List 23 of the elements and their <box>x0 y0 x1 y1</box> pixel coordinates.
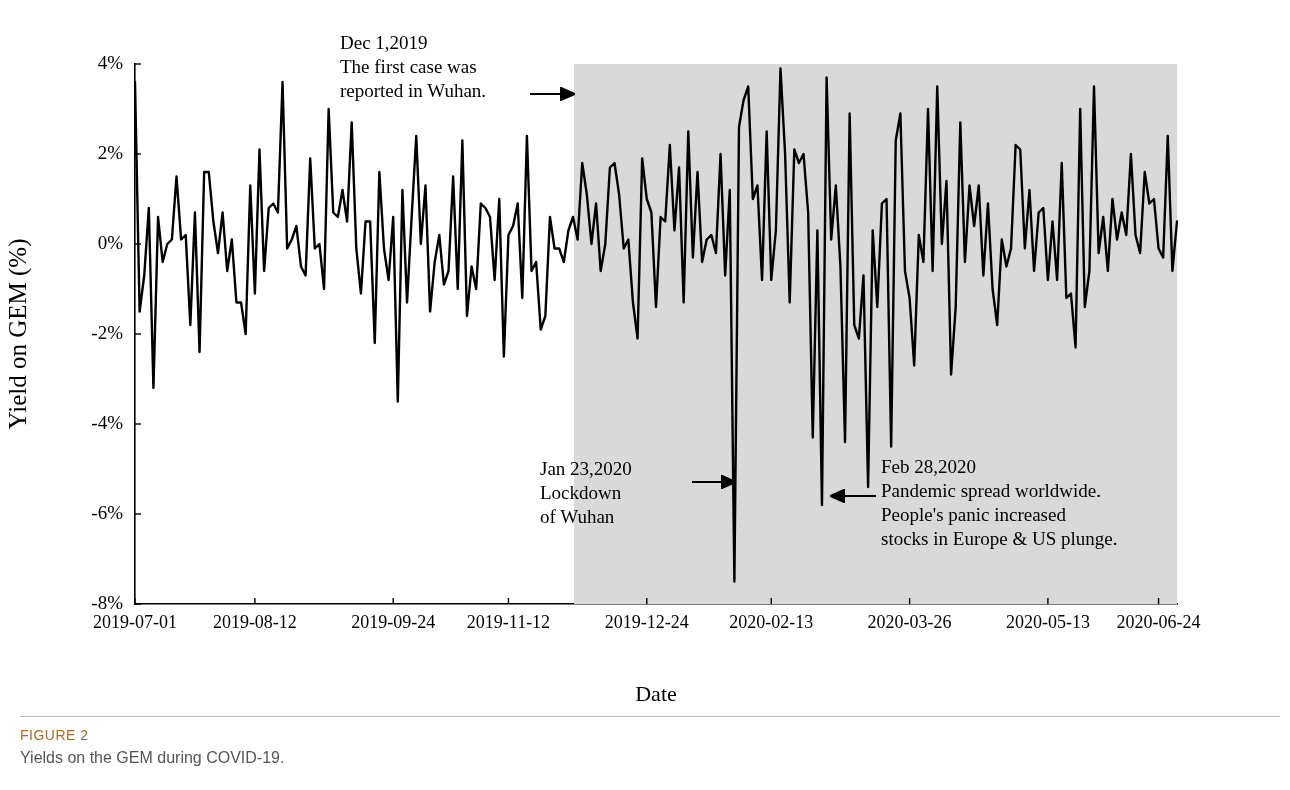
x-tick-label: 2019-12-24 <box>604 611 689 632</box>
annotation: Feb 28,2020 Pandemic spread worldwide. People's panic increased stocks in Europe & US plunge. <box>881 455 1118 549</box>
caption: FIGURE 2 <box>20 727 90 743</box>
x-tick-label: 2019-08-12 <box>212 611 297 632</box>
x-tick-label: 2019-09-24 <box>351 611 436 632</box>
y-tick-label: 2% <box>97 141 124 163</box>
y-tick-label: 4% <box>97 51 124 73</box>
y-axis-title: Yield on GEM (%) <box>3 238 32 430</box>
annotation: Dec 1,2019 The first case was reported in Wuhan. <box>340 31 487 101</box>
x-tick-label: 2019-07-01 <box>93 611 177 632</box>
annotation: Jan 23,2020 Lockdown of Wuhan <box>540 457 632 527</box>
text: Yields on the GEM during COVID-19. <box>20 749 285 767</box>
y-tick-label: -6% <box>91 501 124 523</box>
x-tick-label: 2020-03-26 <box>867 611 952 632</box>
x-tick-label: 2020-05-13 <box>1005 611 1090 632</box>
x-tick-label: 2019-11-12 <box>466 611 551 632</box>
x-axis-title: Date <box>635 680 677 706</box>
y-tick-label: -2% <box>91 321 124 343</box>
y-tick-label: -4% <box>91 411 124 433</box>
x-tick-label: 2020-06-24 <box>1116 611 1201 632</box>
y-tick-label: -8% <box>91 591 124 613</box>
x-tick-label: 2020-02-13 <box>729 611 814 632</box>
y-tick-label: 0% <box>97 231 124 253</box>
